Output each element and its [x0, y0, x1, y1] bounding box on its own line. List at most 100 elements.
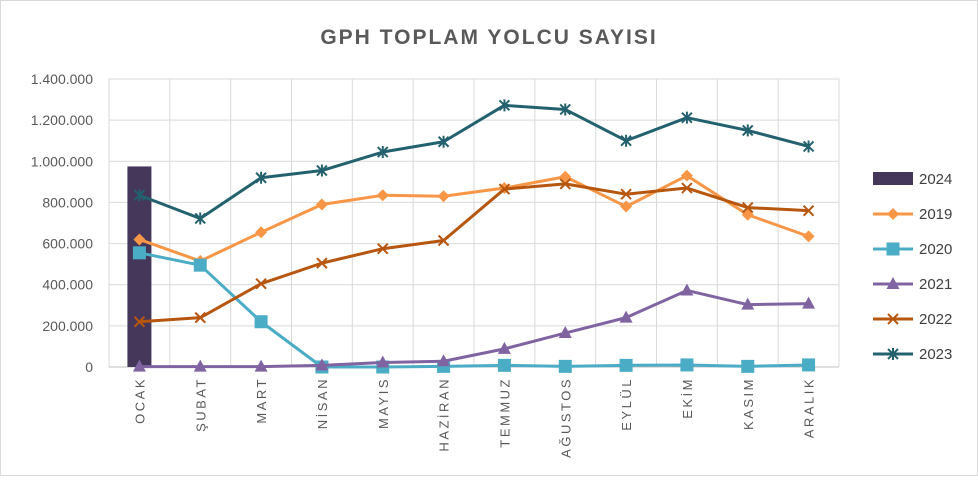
- data-point-marker: [255, 226, 268, 239]
- data-point-marker: [558, 359, 572, 373]
- data-point-marker: [619, 310, 633, 323]
- x-tick-label: MART: [254, 377, 269, 424]
- bar-series-layer: [127, 166, 152, 367]
- data-point-marker: [619, 358, 633, 372]
- y-axis-ticks: 0 200.000 400.000 600.000 800.000 1.000.000 1.…: [31, 71, 94, 375]
- data-point-marker: [254, 359, 268, 372]
- chart-title: GPH TOPLAM YOLCU SAYISI: [320, 26, 657, 49]
- data-point-marker: [680, 358, 694, 372]
- series-2019-line: [133, 169, 815, 268]
- data-point-marker: [802, 230, 815, 243]
- legend-item-2020: 2020: [873, 241, 952, 258]
- data-point-marker: [133, 316, 146, 328]
- data-point-marker: [194, 311, 206, 324]
- data-point-marker: [498, 99, 511, 112]
- data-point-marker: [437, 190, 450, 203]
- data-point-marker: [680, 283, 694, 296]
- x-tick-label: EKİM: [680, 377, 695, 419]
- x-axis-ticks: OCAK ŞUBAT MART NİSAN MAYIS HAZİRAN TEMMUZ AĞUS…: [132, 377, 816, 458]
- series-2023-line: [133, 99, 815, 225]
- data-point-marker: [254, 315, 268, 329]
- data-point-marker: [133, 189, 146, 202]
- legend-label: 2022: [919, 311, 952, 328]
- x-tick-label: ARALIK: [802, 377, 817, 438]
- data-point-marker: [315, 198, 328, 211]
- data-point-marker: [802, 204, 815, 217]
- data-point-marker: [742, 124, 754, 137]
- series-line: [138, 174, 810, 263]
- data-point-marker: [802, 296, 816, 309]
- data-point-marker: [316, 164, 328, 177]
- data-point-marker: [376, 189, 389, 202]
- legend-label: 2021: [919, 276, 952, 293]
- series-line: [139, 288, 809, 369]
- data-point-marker: [377, 243, 389, 255]
- y-tick-label: 1.000.000: [31, 153, 93, 169]
- y-tick-label: 400.000: [42, 277, 93, 293]
- data-point-marker: [802, 140, 815, 153]
- legend-item-2023: 2023: [873, 346, 952, 363]
- data-point-marker: [315, 358, 329, 371]
- data-point-marker: [193, 359, 207, 372]
- y-tick-label: 200.000: [42, 318, 93, 334]
- data-point-marker: [437, 234, 450, 247]
- series-2024-bars: [127, 166, 152, 367]
- data-point-marker: [558, 326, 572, 339]
- data-point-marker: [620, 188, 632, 200]
- data-point-marker: [886, 242, 900, 256]
- legend-item-2024: 2024: [873, 171, 952, 188]
- data-point-marker: [741, 359, 755, 373]
- legend: 2024 2019 2020 2021 2022 2023: [873, 171, 952, 363]
- x-tick-label: OCAK: [132, 377, 147, 424]
- x-tick-label: EYLÜL: [619, 377, 634, 431]
- data-point-marker: [316, 257, 328, 269]
- series-2021-line: [132, 283, 816, 372]
- data-point-marker: [498, 183, 511, 195]
- y-tick-label: 600.000: [42, 236, 93, 252]
- data-point-marker: [497, 358, 511, 372]
- legend-item-2021: 2021: [873, 276, 952, 293]
- data-point-marker: [437, 135, 450, 148]
- data-point-marker: [620, 200, 633, 213]
- legend-item-2022: 2022: [873, 311, 952, 328]
- series-2020-line: [132, 246, 816, 374]
- bar: [127, 166, 152, 367]
- x-tick-label: KASIM: [741, 377, 756, 430]
- x-tick-label: NİSAN: [315, 377, 330, 429]
- data-point-marker: [741, 297, 755, 310]
- data-point-marker: [377, 146, 389, 159]
- data-point-marker: [559, 178, 571, 190]
- x-tick-label: ŞUBAT: [193, 377, 208, 432]
- x-tick-label: TEMMUZ: [497, 377, 512, 448]
- y-tick-label: 1.200.000: [31, 112, 93, 128]
- series-line: [138, 103, 809, 220]
- data-point-marker: [193, 258, 207, 272]
- data-point-marker: [681, 111, 693, 124]
- data-point-marker: [887, 348, 899, 360]
- series-line: [139, 251, 809, 369]
- data-point-marker: [742, 201, 754, 214]
- series-2022-line: [133, 178, 815, 328]
- data-point-marker: [886, 277, 900, 289]
- data-point-marker: [376, 355, 390, 368]
- data-point-marker: [194, 212, 206, 225]
- series-line: [139, 182, 809, 324]
- x-tick-label: HAZİRAN: [437, 377, 452, 452]
- data-point-marker: [132, 246, 146, 260]
- legend-label: 2024: [919, 171, 952, 188]
- x-tick-label: MAYIS: [376, 377, 391, 429]
- data-point-marker: [132, 359, 146, 372]
- data-point-marker: [680, 169, 693, 182]
- legend-item-2019: 2019: [873, 206, 952, 223]
- data-point-marker: [620, 134, 632, 147]
- data-point-marker: [437, 354, 451, 367]
- data-point-marker: [802, 358, 816, 372]
- data-point-marker: [497, 341, 511, 354]
- y-tick-label: 1.400.000: [31, 71, 93, 87]
- legend-label: 2023: [919, 346, 952, 363]
- data-point-marker: [255, 277, 267, 290]
- data-point-marker: [887, 313, 899, 325]
- line-series-layer: [132, 99, 816, 374]
